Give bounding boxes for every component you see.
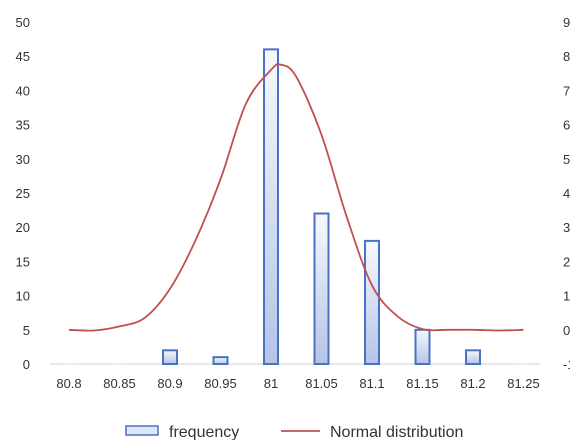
frequency-bar [263,48,279,366]
x-tick-label: 81.1 [359,376,384,391]
x-tick-label: 81.25 [507,376,540,391]
right-tick-label: 6 [563,118,570,133]
x-tick-label: 81.2 [460,376,485,391]
right-tick-label: 2 [563,254,570,269]
right-axis-ticks: -1 0 1 2 3 4 5 6 7 8 9 [563,15,570,372]
left-tick-label: 35 [16,118,30,133]
x-tick-label: 81.15 [406,376,439,391]
frequency-bar [516,363,531,364]
normal-distribution-line [68,63,524,332]
frequency-bar [212,356,229,366]
left-tick-label: 40 [16,83,30,98]
x-tick-label: 80.9 [157,376,182,391]
left-tick-label: 5 [23,323,30,338]
frequency-bars [62,48,531,366]
left-tick-label: 10 [16,289,30,304]
x-tick-label: 81.05 [305,376,338,391]
left-tick-label: 25 [16,186,30,201]
right-tick-label: 7 [563,83,570,98]
x-tick-label: 80.95 [204,376,237,391]
frequency-bar [465,349,481,366]
frequency-bar [414,328,431,365]
frequency-bar [62,363,76,364]
left-tick-label: 30 [16,152,30,167]
right-tick-label: 1 [563,289,570,304]
right-tick-label: 5 [563,152,570,167]
legend-frequency-label: frequency [169,424,239,440]
frequency-bar [364,239,380,366]
frequency-bar [313,212,330,365]
left-tick-label: 15 [16,254,30,269]
x-axis-ticks: 80.8 80.85 80.9 80.95 81 81.05 81.1 81.15 81.2 81… [56,376,539,391]
x-tick-label: 81 [264,376,278,391]
left-tick-label: 50 [16,15,30,30]
right-tick-label: 3 [563,220,570,235]
x-tick-label: 80.85 [103,376,136,391]
left-axis-ticks: 0 5 10 15 20 25 30 35 40 45 50 [16,15,30,372]
right-tick-label: 8 [563,49,570,64]
right-tick-label: 4 [563,186,570,201]
left-tick-label: 20 [16,220,30,235]
frequency-bar [162,349,178,366]
left-tick-label: 45 [16,49,30,64]
legend-frequency-swatch [125,425,159,436]
x-tick-label: 80.8 [56,376,81,391]
legend: frequency Normal distribution [125,424,463,440]
right-tick-label: 9 [563,15,570,30]
legend-normal-label: Normal distribution [330,424,463,440]
right-tick-label: -1 [563,357,570,372]
right-tick-label: 0 [563,323,570,338]
left-tick-label: 0 [23,357,30,372]
frequency-bar [112,363,127,364]
